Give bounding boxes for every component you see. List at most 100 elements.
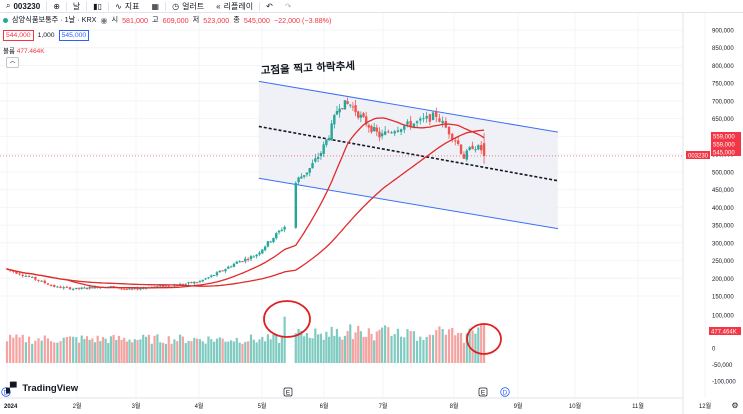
alert-button[interactable]: ◷ 얼러트 — [166, 1, 210, 12]
volume-bar — [18, 337, 21, 363]
volume-bar — [272, 334, 275, 363]
candle-body — [422, 118, 425, 120]
compare-symbol-button[interactable]: ⊕ — [47, 2, 66, 11]
volume-bar — [77, 342, 81, 363]
volume-bar — [441, 328, 444, 363]
volume-bar — [167, 336, 170, 363]
volume-bar — [269, 339, 272, 363]
close-value: 545,000 — [243, 15, 270, 25]
volume-value: 477.464K — [16, 48, 45, 55]
toolbar-divider — [65, 1, 67, 11]
candle-body — [456, 140, 460, 145]
candle-body — [85, 288, 89, 290]
volume-bar — [457, 332, 460, 363]
candle-body — [341, 108, 344, 110]
candle-body — [451, 133, 454, 140]
volume-bar — [241, 343, 244, 363]
candle-body — [297, 177, 300, 183]
price-badge-text: 559,000 — [713, 135, 735, 141]
volume-bar — [101, 337, 105, 363]
parallel-channel[interactable] — [258, 80, 559, 230]
volume-bar — [365, 336, 368, 363]
candle-body — [229, 266, 233, 268]
volume-bar — [227, 341, 230, 363]
candle-body — [327, 137, 331, 141]
gear-icon[interactable]: ⚙ — [731, 401, 738, 410]
volume-bar — [258, 339, 261, 363]
collapse-legend-button[interactable]: ︿ — [6, 57, 19, 68]
candle-body — [272, 237, 275, 243]
price-chart[interactable]: 고점을 찍고 하락추세 D E E D 900,000 850,000 800,000 750… — [0, 13, 743, 414]
candle-body — [218, 270, 221, 273]
volume-bar — [280, 337, 283, 363]
candle-body — [27, 276, 31, 278]
indicators-icon: ∿ — [115, 1, 122, 11]
volume-bar — [422, 339, 425, 363]
volume-bar — [409, 331, 412, 363]
price-tick-label: 900,000 — [712, 29, 734, 35]
volume-bar — [21, 334, 24, 363]
volume-bar — [308, 337, 311, 363]
sell-price-button[interactable]: 544,000 — [3, 30, 34, 41]
candle-body — [428, 114, 432, 122]
volume-bar — [294, 333, 297, 363]
time-axis[interactable]: 2024 2월 3월 4월 5월 6월 7월 8월 9월 10월 11월 12월 ⚙ — [0, 397, 739, 410]
layouts-button[interactable]: ▦ — [146, 2, 166, 11]
candle-body — [21, 274, 24, 276]
candle-body — [142, 287, 145, 289]
candle-body — [71, 288, 75, 290]
undo-button[interactable]: ↶ — [260, 2, 279, 11]
interval-button[interactable]: 날 — [67, 1, 86, 12]
chevron-up-icon: ︿ — [9, 59, 16, 65]
candle-body — [59, 286, 62, 289]
candle-body — [252, 256, 256, 258]
time-tick-label: 7월 — [379, 402, 388, 410]
legend-title[interactable]: 삼양식품보통주 · 1날 · KRX — [12, 15, 97, 24]
candle-body — [198, 281, 202, 283]
price-badge — [711, 140, 741, 148]
volume-bar — [235, 337, 238, 363]
volume-bar — [12, 337, 15, 363]
time-tick-label: 6월 — [320, 402, 329, 410]
channel-lower-line — [258, 177, 558, 230]
volume-bar — [373, 340, 376, 363]
buy-price-button[interactable]: 545,000 — [58, 30, 90, 41]
symbol-search[interactable]: ⌕ 003230 — [0, 1, 46, 11]
earnings-marker-box — [283, 387, 293, 397]
redo-button[interactable]: ↷ — [279, 2, 298, 11]
volume-bar — [184, 343, 187, 363]
toolbar-divider — [259, 1, 261, 11]
chart-type-button[interactable]: ▮▯ — [87, 2, 108, 11]
volume-bar — [34, 340, 37, 363]
volume-bar — [161, 342, 165, 363]
candle-body — [280, 229, 284, 231]
candle-body — [322, 144, 325, 154]
volume-bar — [311, 338, 314, 363]
price-axis[interactable]: 900,000 850,000 800,000 750,000 700,000 650,0… — [682, 13, 741, 414]
volume-bar — [425, 336, 428, 363]
candle-body — [468, 147, 471, 151]
tradingview-logo[interactable]: ▞▘ TradingView — [6, 383, 78, 394]
replay-button[interactable]: « 리플레이 — [210, 1, 259, 12]
volume-bar — [343, 335, 347, 363]
indicators-button[interactable]: ∿ 지표 — [109, 1, 145, 12]
price-badge-text: 545,000 — [713, 151, 735, 157]
highlight-circle — [263, 300, 311, 338]
volume-bar — [40, 340, 43, 363]
dividend-marker-circle — [500, 387, 510, 397]
eye-icon[interactable]: ◉ — [100, 15, 108, 25]
volume-bar — [238, 342, 241, 363]
toolbar-divider — [86, 1, 88, 11]
channel-fill — [258, 81, 558, 229]
change-value: −22,000 (−3.88%) — [273, 15, 332, 25]
candle-body — [161, 285, 165, 287]
price-tick-label: 850,000 — [712, 46, 734, 52]
volume-bar — [91, 338, 94, 363]
volume-bar — [109, 336, 113, 363]
candle-body — [235, 261, 238, 264]
low-label: 저 — [192, 15, 200, 24]
volume-bar — [204, 343, 207, 363]
volume-bar — [147, 334, 151, 363]
annotations: 고점을 찍고 하락추세 D E E D — [0, 59, 682, 397]
candle-body — [349, 104, 352, 106]
